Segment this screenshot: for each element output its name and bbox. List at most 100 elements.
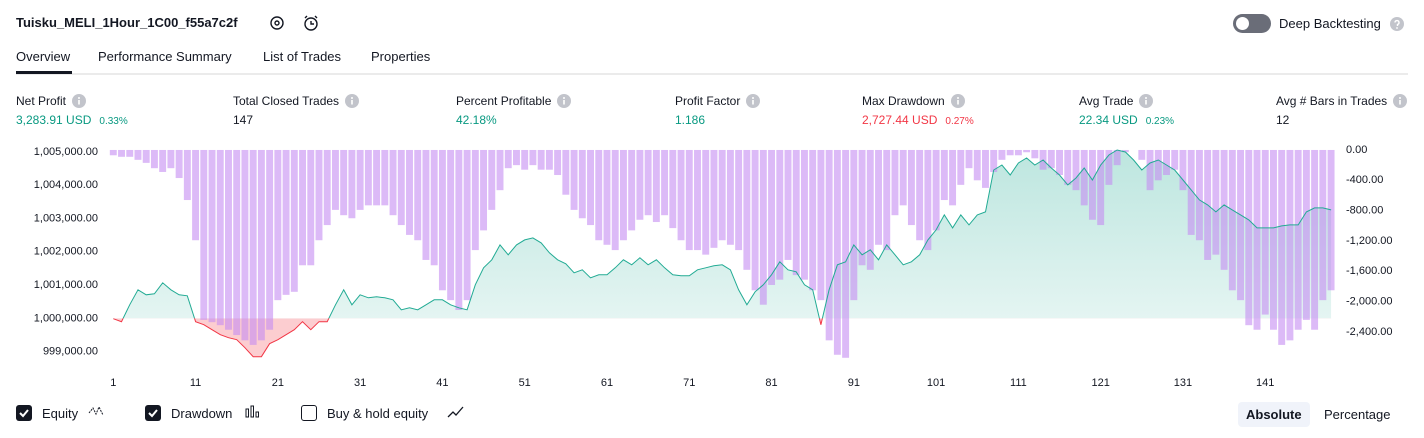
drawdown-bar xyxy=(1278,149,1286,345)
drawdown-bar xyxy=(768,149,776,285)
info-icon[interactable] xyxy=(345,94,359,108)
drawdown-bar xyxy=(570,149,578,210)
drawdown-bar xyxy=(1237,149,1245,301)
x-tick-label: 81 xyxy=(765,377,777,389)
drawdown-bar xyxy=(949,149,957,206)
stat-percent: 0.23% xyxy=(1145,116,1175,127)
info-icon[interactable] xyxy=(557,94,571,108)
drawdown-bar xyxy=(529,149,537,166)
drawdown-bar xyxy=(183,149,191,201)
checkbox-label[interactable]: Equity xyxy=(42,406,79,421)
drawdown-bar xyxy=(225,149,232,330)
drawdown-bar xyxy=(1302,149,1310,320)
stat-value: 1.186 xyxy=(675,113,705,127)
drawdown-bar xyxy=(364,149,372,206)
drawdown-bar xyxy=(784,149,792,260)
deep-backtesting-switch[interactable] xyxy=(1233,14,1271,33)
checkbox[interactable] xyxy=(16,405,32,421)
checkbox[interactable] xyxy=(301,405,317,421)
drawdown-bar xyxy=(348,149,356,219)
drawdown-bar xyxy=(422,149,430,260)
drawdown-bar xyxy=(652,149,660,223)
drawdown-bar xyxy=(406,149,413,235)
equity-line xyxy=(113,149,1332,319)
drawdown-bar xyxy=(578,149,586,219)
drawdown-bar xyxy=(471,149,479,251)
tab[interactable]: List of Trades xyxy=(263,49,342,64)
drawdown-bar xyxy=(1220,149,1228,270)
drawdown-bar xyxy=(595,149,603,241)
series-icon xyxy=(244,404,264,425)
drawdown-bar xyxy=(1113,149,1121,166)
tab[interactable]: Performance Summary xyxy=(98,49,232,64)
drawdown-bar xyxy=(833,149,841,355)
drawdown-bar xyxy=(1097,149,1105,226)
drawdown-bar xyxy=(455,149,463,311)
info-icon[interactable] xyxy=(72,94,86,108)
drawdown-bar xyxy=(307,149,315,266)
drawdown-bar xyxy=(685,149,693,251)
drawdown-bar xyxy=(496,149,504,191)
drawdown-bar xyxy=(1179,149,1187,191)
drawdown-bar xyxy=(924,149,932,251)
drawdown-bar xyxy=(414,149,422,241)
stat-value-text: 42.18% xyxy=(456,113,497,127)
y-tick-label: 1,004,000.00 xyxy=(34,179,98,191)
drawdown-bar xyxy=(521,149,529,170)
x-tick-label: 101 xyxy=(927,377,945,389)
drawdown-bar xyxy=(266,149,274,330)
drawdown-bar xyxy=(751,149,759,291)
tab-divider xyxy=(16,73,1408,75)
drawdown-bar xyxy=(776,149,784,280)
drawdown-bar xyxy=(257,149,265,341)
x-tick-label: 111 xyxy=(1010,377,1027,389)
y2-tick-label: 0.00 xyxy=(1346,144,1367,156)
checkbox[interactable] xyxy=(145,405,161,421)
mode-button[interactable]: Absolute xyxy=(1238,402,1310,427)
drawdown-bar xyxy=(1056,149,1063,176)
drawdown-bar xyxy=(1253,149,1261,330)
tab[interactable]: Properties xyxy=(371,49,431,64)
drawdown-bar xyxy=(1261,149,1269,315)
drawdown-bar xyxy=(480,149,488,231)
stat-value-text: 3,283.91 USD xyxy=(16,113,92,127)
drawdown-bar xyxy=(694,149,701,251)
x-tick-label: 141 xyxy=(1256,377,1274,389)
drawdown-bar xyxy=(965,149,973,169)
equity-area xyxy=(123,150,1332,319)
drawdown-bar xyxy=(940,149,948,201)
drawdown-bar xyxy=(463,149,471,301)
y2-tick-label: -800.00 xyxy=(1346,205,1383,217)
checkbox-label[interactable]: Buy & hold equity xyxy=(327,406,429,421)
info-icon[interactable] xyxy=(746,94,760,108)
drawdown-bar xyxy=(1031,149,1039,159)
y-tick-label: 1,005,000.00 xyxy=(34,146,98,158)
x-tick-label: 21 xyxy=(272,377,284,389)
title-icons[interactable] xyxy=(268,14,328,34)
drawdown-bar xyxy=(1171,149,1179,170)
info-icon[interactable] xyxy=(1139,94,1153,108)
tab[interactable]: Overview xyxy=(16,49,71,64)
drawdown-bar xyxy=(998,149,1006,160)
drawdown-bar xyxy=(299,149,307,266)
x-tick-label: 91 xyxy=(848,377,860,389)
series-icon xyxy=(88,404,108,425)
info-icon[interactable] xyxy=(951,94,965,108)
stat-label: Profit Factor xyxy=(675,94,741,108)
drawdown-bar xyxy=(842,149,850,358)
mode-button[interactable]: Percentage xyxy=(1324,407,1391,422)
drawdown-bar xyxy=(1212,149,1220,255)
drawdown-bar xyxy=(932,149,940,231)
drawdown-bar xyxy=(800,149,808,280)
drawdown-bar xyxy=(1014,149,1022,156)
drawdown-bar xyxy=(1105,149,1113,185)
help-icon[interactable] xyxy=(1390,17,1406,33)
y2-tick-label: -2,400.00 xyxy=(1346,326,1392,338)
series-icon xyxy=(447,404,467,425)
drawdown-bar xyxy=(488,149,496,210)
drawdown-bar xyxy=(661,149,669,216)
checkbox-label[interactable]: Drawdown xyxy=(171,406,233,421)
drawdown-bar xyxy=(208,149,216,323)
info-icon[interactable] xyxy=(1393,94,1407,108)
drawdown-bar xyxy=(1187,149,1195,235)
